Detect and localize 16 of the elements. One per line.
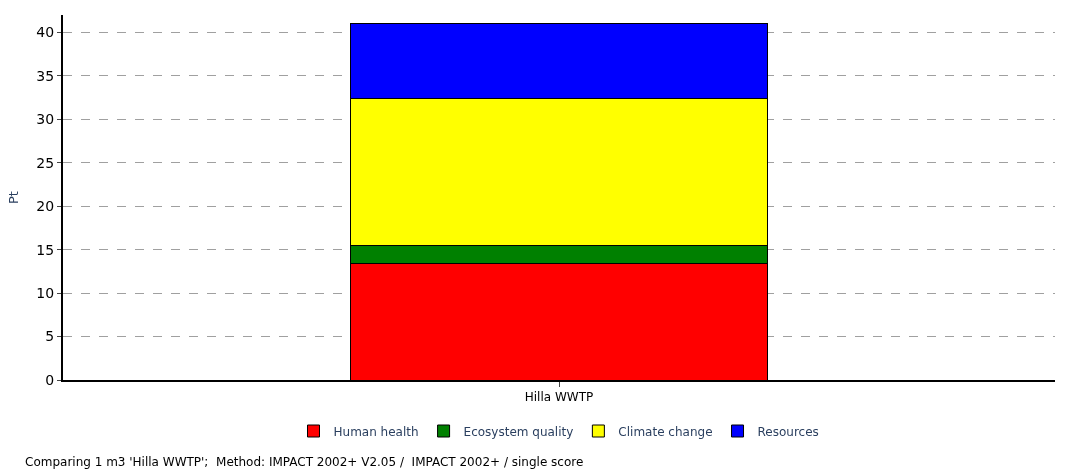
legend-label: Human health	[333, 424, 419, 439]
y-tick-label: 20	[36, 198, 55, 215]
x-tick-label: Hilla WWTP	[524, 390, 594, 405]
y-tick-label: 10	[36, 285, 55, 301]
y-tick-label: 0	[45, 371, 55, 388]
legend-label: Resources	[757, 424, 819, 439]
y-tick-label: 35	[36, 67, 55, 84]
legend-label: Ecosystem quality	[463, 424, 574, 439]
y-tick-label: 15	[36, 241, 55, 258]
y-tick-label: 5	[45, 328, 55, 345]
legend-label: Climate change	[618, 424, 713, 439]
y-axis-title: Pt	[5, 191, 21, 204]
text: Comparing 1 m3 'Hilla WWTP'; Method: IMPACT 2002+ V2.05 / IMPACT 2002+ / single score	[25, 455, 584, 469]
y-tick-label: 40	[36, 24, 55, 41]
y-tick-label: 25	[36, 154, 55, 171]
y-tick-label: 30	[36, 111, 55, 128]
